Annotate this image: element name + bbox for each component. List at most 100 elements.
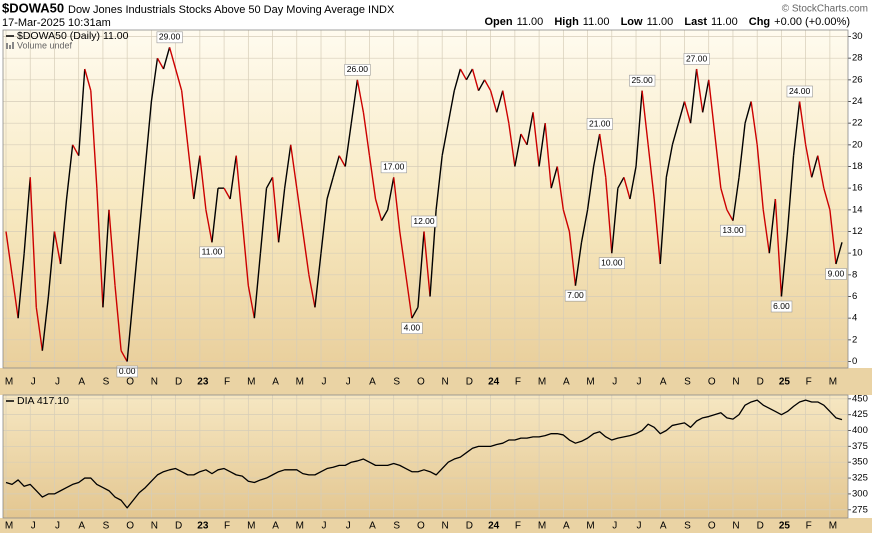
y-tick-label: 325: [852, 473, 868, 484]
value-label-box: [156, 31, 183, 44]
line-segment: [508, 123, 516, 167]
x-tick-label: D: [757, 377, 764, 388]
x-tick-label: N: [442, 521, 449, 532]
value-label: 7.00: [567, 290, 584, 300]
x-tick-label: O: [708, 377, 716, 388]
line-segment: [695, 68, 704, 113]
x-tick-label: D: [466, 377, 473, 388]
line-segment: [241, 220, 250, 286]
line-segment: [520, 133, 528, 146]
x-tick-label: D: [757, 521, 764, 532]
x-tick-label: F: [806, 377, 812, 388]
value-label: 24.00: [789, 86, 811, 96]
value-label-box: [116, 365, 139, 378]
x-tick-label: M: [586, 377, 594, 388]
line-segment: [356, 79, 365, 113]
line-segment: [77, 68, 86, 156]
line-segment: [786, 155, 795, 232]
line-segment: [338, 155, 346, 167]
line-segment: [290, 144, 298, 189]
x-tick-label: J: [55, 521, 60, 532]
line-segment: [823, 187, 831, 211]
panel-border: [2, 29, 849, 369]
line-segment: [774, 198, 783, 297]
line-segment: [65, 144, 74, 200]
line-segment: [659, 177, 668, 265]
x-tick-label: M: [586, 521, 594, 532]
x-tick-label: M: [247, 377, 255, 388]
x-tick-label: S: [684, 377, 691, 388]
line-segment: [277, 188, 286, 243]
line-segment: [193, 155, 201, 200]
line-segment: [671, 122, 680, 146]
y-tick-label: 0: [852, 356, 857, 367]
x-tick-label: A: [272, 377, 279, 388]
value-label: 21.00: [589, 118, 611, 128]
line-segment: [314, 253, 322, 308]
line-segment: [811, 155, 819, 178]
value-label: 17.00: [383, 162, 405, 172]
y-tick-label: 30: [852, 31, 863, 42]
line-segment: [144, 101, 153, 167]
line-segment: [5, 231, 13, 275]
line-segment: [641, 90, 649, 145]
x-tick-label: D: [175, 521, 182, 532]
value-label: 25.00: [631, 75, 653, 85]
value-label: 29.00: [159, 32, 181, 42]
value-label-box: [199, 246, 225, 259]
line-segment: [138, 166, 147, 232]
quote-label: Last: [684, 16, 707, 28]
line-segment: [489, 90, 498, 113]
line-segment: [205, 209, 213, 243]
value-label-box: [770, 300, 793, 313]
quote-value: 11.00: [583, 16, 610, 28]
y-tick-label: 400: [852, 425, 868, 436]
line-segment: [253, 253, 262, 319]
line-segment: [544, 123, 552, 189]
y-tick-label: 14: [852, 204, 863, 215]
line-segment: [562, 209, 571, 232]
x-tick-label: 23: [197, 521, 209, 532]
line-segment: [386, 177, 395, 210]
quote-label: High: [554, 16, 579, 28]
x-tick-label: 25: [779, 521, 791, 532]
line-segment: [744, 101, 752, 124]
line-segment: [156, 57, 165, 70]
line-segment: [677, 101, 686, 124]
line-segment: [59, 198, 68, 265]
line-segment: [405, 274, 413, 319]
y-tick-label: 8: [852, 269, 857, 280]
line-segment: [162, 47, 171, 70]
value-label-box: [629, 74, 656, 87]
line-segment: [829, 209, 837, 265]
x-tick-label: A: [563, 377, 570, 388]
line-segment: [483, 79, 492, 92]
date: 17-Mar-2025 10:31am: [2, 17, 111, 29]
line-segment: [817, 155, 825, 189]
line-segment: [586, 166, 595, 210]
value-label: 12.00: [413, 216, 435, 226]
line-segment: [168, 47, 177, 70]
line-segment: [538, 123, 546, 167]
line-segment: [756, 144, 764, 210]
y-tick-label: 275: [852, 504, 868, 515]
x-tick-label: N: [732, 521, 739, 532]
x-tick-label: A: [78, 521, 85, 532]
y-tick-label: 22: [852, 118, 863, 129]
quote-label: Open: [484, 16, 512, 28]
value-label-box: [598, 257, 625, 269]
x-tick-label: J: [346, 521, 351, 532]
x-tick-label: S: [103, 377, 110, 388]
x-tick-label: M: [829, 521, 837, 532]
value-label-box: [786, 85, 813, 98]
value-label-box: [825, 268, 847, 280]
x-tick-label: A: [660, 377, 667, 388]
line-segment: [411, 306, 419, 319]
y-tick-label: 10: [852, 248, 863, 259]
line-segment: [35, 307, 44, 351]
line-segment: [259, 188, 268, 254]
value-label-box: [586, 118, 613, 130]
x-tick-label: F: [806, 521, 812, 532]
y-tick-label: 16: [852, 183, 863, 194]
quote-value: 11.00: [647, 16, 674, 28]
